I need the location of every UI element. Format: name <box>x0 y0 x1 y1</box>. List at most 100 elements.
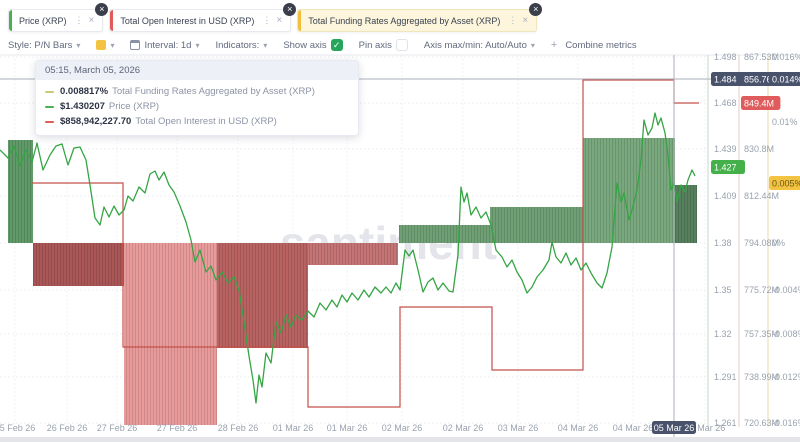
more-options-icon[interactable]: ⋮ <box>262 15 272 25</box>
price-series-marker <box>45 106 54 108</box>
x-axis-label: 01 Mar 26 <box>327 423 368 433</box>
open-interest-series-marker <box>45 121 54 123</box>
x-axis-label: 01 Mar 26 <box>273 423 314 433</box>
chart-tooltip: 05:15, March 05, 2026 0.008817% Total Fu… <box>35 60 359 136</box>
axis-value-badge-label: 849.4M <box>744 99 774 109</box>
axis-tick-label: 0% <box>772 238 785 248</box>
axis-value-badge-label: 0.005% <box>772 179 800 189</box>
chevron-down-icon: ▾ <box>263 40 268 50</box>
tooltip-value: $858,942,227.70 <box>60 116 132 127</box>
axis-value-badge-label: 0.014% <box>772 75 800 85</box>
x-axis-label: 02 Mar 26 <box>382 423 423 433</box>
tooltip-label: Total Funding Rates Aggregated by Asset … <box>112 86 315 97</box>
x-axis-label: 04 Mar 26 <box>613 423 654 433</box>
close-icon[interactable]: × <box>88 14 95 26</box>
tab-bar: Price (XRP) ⋮ × × Total Open Interest in… <box>8 3 543 32</box>
combine-metrics-label: Combine metrics <box>565 39 637 51</box>
tab-open-interest[interactable]: Total Open Interest in USD (XRP) ⋮ × × <box>109 3 297 32</box>
funding-series-marker <box>45 91 54 93</box>
x-axis-label: 25 Feb 26 <box>0 423 35 433</box>
axis-tick-label: 1.32 <box>714 329 732 339</box>
axis-value-badge <box>769 72 800 86</box>
show-axis-toggle[interactable]: Show axis ✓ <box>283 39 343 51</box>
axis-maxmin-dropdown[interactable]: Axis max/min: Auto/Auto ▾ <box>424 40 535 51</box>
close-icon[interactable]: × <box>522 14 529 26</box>
tooltip-label: Total Open Interest in USD (XRP) <box>135 116 277 127</box>
axis-maxmin-label: Axis max/min: Auto/Auto <box>423 39 527 51</box>
tooltip-row-funding: 0.008817% Total Funding Rates Aggregated… <box>45 86 349 98</box>
tooltip-body: 0.008817% Total Funding Rates Aggregated… <box>36 80 358 135</box>
axis-value-badges: 05 Mar 26 1.484 1.427 856.76M 849.4M 0.014% 0.… <box>652 72 800 434</box>
tooltip-row-open-interest: $858,942,227.70 Total Open Interest in U… <box>45 116 349 128</box>
x-axis-label: 03 Mar 26 <box>498 423 539 433</box>
axis-tick-label: 1.35 <box>714 285 732 295</box>
remove-tab-icon[interactable]: × <box>283 3 297 16</box>
show-axis-label: Show axis <box>283 39 327 51</box>
indicators-dropdown[interactable]: Indicators: ▾ <box>215 40 267 51</box>
tab-accent-funding <box>298 10 302 31</box>
axis-tick-label: 1.261 <box>714 418 737 428</box>
tab-funding-rates[interactable]: Total Funding Rates Aggregated by Asset … <box>297 3 543 32</box>
tab-price[interactable]: Price (XRP) ⋮ × × <box>8 3 109 32</box>
axis-tick-label: 1.409 <box>714 191 737 201</box>
axis-tick-label: 1.498 <box>714 52 737 62</box>
x-axis-label: 27 Feb 26 <box>157 423 198 433</box>
axis-tick-label: 830.8M <box>744 144 774 154</box>
axis-value-badge-label: 1.427 <box>714 163 737 173</box>
tab-label: Price (XRP) <box>19 15 67 26</box>
plus-icon: + <box>550 39 558 51</box>
checkbox-checked-icon[interactable]: ✓ <box>330 39 343 51</box>
open-interest-step-line <box>32 79 699 408</box>
axis-tick-label: 738.99M <box>744 372 779 382</box>
axis-value-badge <box>711 72 745 86</box>
x-axis-highlight-badge <box>652 421 696 434</box>
metric-color-picker[interactable]: ▾ <box>96 40 114 50</box>
interval-dropdown[interactable]: Interval: 1d ▾ <box>130 40 199 51</box>
pin-axis-toggle[interactable]: Pin axis <box>359 39 408 51</box>
tab-label: Total Open Interest in USD (XRP) <box>120 15 255 26</box>
chevron-down-icon: ▾ <box>76 40 81 50</box>
tab-label: Total Funding Rates Aggregated by Asset … <box>308 15 501 26</box>
axis-tick-label: 794.08M <box>744 238 779 248</box>
axis-value-badge-label: 1.484 <box>714 75 737 85</box>
x-axis-label-highlight: 05 Mar 26 <box>654 423 695 433</box>
remove-tab-icon[interactable]: × <box>95 3 109 16</box>
axis-tick-label: 1.468 <box>714 98 737 108</box>
tab-accent-open-interest <box>110 10 114 31</box>
chevron-down-icon: ▾ <box>530 40 535 50</box>
axis-tick-label: 867.53M <box>744 52 779 62</box>
funding-pn-bars <box>8 138 697 425</box>
axis-tick-label: 720.63M <box>744 418 779 428</box>
checkbox-unchecked-icon[interactable] <box>395 39 408 51</box>
close-icon[interactable]: × <box>276 14 283 26</box>
x-axis-label: 05 Mar 26 <box>685 423 726 433</box>
chevron-down-icon: ▾ <box>195 40 200 50</box>
more-options-icon[interactable]: ⋮ <box>508 15 518 25</box>
remove-tab-icon[interactable]: × <box>529 3 543 16</box>
more-options-icon[interactable]: ⋮ <box>74 15 84 25</box>
indicators-label: Indicators: <box>215 39 260 51</box>
x-axis-label: 02 Mar 26 <box>443 423 484 433</box>
x-axis-label: 26 Feb 26 <box>47 423 88 433</box>
combine-metrics-button[interactable]: + Combine metrics <box>551 39 637 51</box>
axis-tick-label: 1.439 <box>714 144 737 154</box>
axis-lines <box>707 55 769 427</box>
axis-tick-label: 757.35M <box>744 329 779 339</box>
axis-tick-label: 812.44M <box>744 191 779 201</box>
axis-value-badge <box>711 160 745 174</box>
axis-labels: 1.498 1.468 1.439 1.409 1.38 1.35 1.32 1.291 1.2… <box>0 52 800 433</box>
style-dropdown[interactable]: Style: P/N Bars ▾ <box>8 40 80 51</box>
tab-accent-price <box>9 10 12 31</box>
interval-label: Interval: 1d <box>144 39 192 51</box>
chevron-down-icon: ▾ <box>110 40 115 50</box>
tooltip-timestamp: 05:15, March 05, 2026 <box>36 61 358 80</box>
axis-tick-label: -0.016% <box>772 418 800 428</box>
axis-tick-label: 0.01% <box>772 117 798 127</box>
axis-value-badge <box>769 176 800 190</box>
axis-tick-label: -0.004% <box>772 285 800 295</box>
axis-tick-label: 1.38 <box>714 238 732 248</box>
axis-value-badge-label: 856.76M <box>744 75 779 85</box>
x-axis-label: 27 Feb 26 <box>97 423 138 433</box>
